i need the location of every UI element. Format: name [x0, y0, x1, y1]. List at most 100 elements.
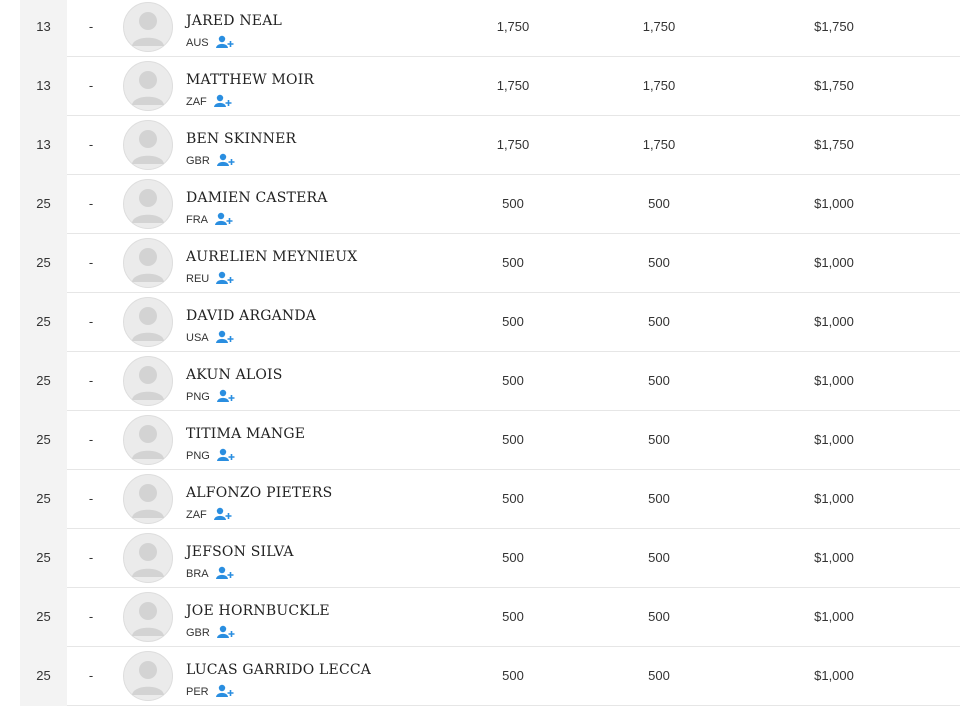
rank-change: - [88, 373, 94, 388]
points-2: 500 [648, 314, 670, 329]
prize: $1,000 [814, 668, 854, 683]
points-2: 500 [648, 668, 670, 683]
country: USA [186, 332, 209, 344]
avatar [123, 356, 173, 406]
points-2: 500 [648, 550, 670, 565]
country: REU [186, 273, 210, 285]
rank: 25 [36, 196, 51, 211]
table-row: 25 - DAVID ARGANDA USA 500 500 $1,000 [20, 293, 960, 352]
prize: $1,000 [814, 609, 854, 624]
prize: $1,000 [814, 314, 854, 329]
rank-bg [20, 529, 67, 588]
surfer-name: AURELIEN MEYNIEUX [186, 249, 358, 265]
follow-button[interactable] [216, 566, 234, 580]
rank-bg [20, 0, 67, 57]
table-row: 25 - DAMIEN CASTERA FRA 500 500 $1,000 [20, 175, 960, 234]
points: 500 [502, 255, 524, 270]
points-2: 1,750 [642, 19, 676, 34]
surfer-name: DAVID ARGANDA [186, 308, 317, 324]
country: FRA [186, 214, 208, 226]
rank: 25 [36, 609, 51, 624]
surfer-name: MATTHEW MOIR [186, 72, 315, 88]
rank-bg [20, 588, 67, 647]
rank-change: - [88, 255, 94, 270]
rank: 25 [36, 314, 51, 329]
rank-change: - [88, 609, 94, 624]
table-row: 25 - JOE HORNBUCKLE GBR 500 500 $1,000 [20, 588, 960, 647]
follow-button[interactable] [216, 271, 234, 285]
table-row: 13 - MATTHEW MOIR ZAF 1,750 1,750 $1,750 [20, 57, 960, 116]
table-row: 25 - AKUN ALOIS PNG 500 500 $1,000 [20, 352, 960, 411]
points: 500 [502, 550, 524, 565]
surfer-name: ALFONZO PIETERS [186, 485, 333, 501]
prize: $1,000 [814, 373, 854, 388]
country: AUS [186, 37, 209, 49]
follow-button[interactable] [214, 94, 232, 108]
points-2: 1,750 [642, 137, 676, 152]
rank-bg [20, 293, 67, 352]
rank: 25 [36, 668, 51, 683]
points: 500 [502, 314, 524, 329]
rank-change: - [88, 196, 94, 211]
rank-change: - [88, 491, 94, 506]
rank: 25 [36, 491, 51, 506]
avatar [123, 592, 173, 642]
prize: $1,000 [814, 196, 854, 211]
table-row: 13 - JARED NEAL AUS 1,750 1,750 $1,750 [20, 0, 960, 57]
follow-button[interactable] [214, 507, 232, 521]
follow-button[interactable] [217, 153, 235, 167]
rank-change: - [88, 550, 94, 565]
points: 1,750 [496, 78, 530, 93]
points: 500 [502, 196, 524, 211]
follow-button[interactable] [216, 35, 234, 49]
country: GBR [186, 155, 210, 167]
avatar [123, 297, 173, 347]
rank-bg [20, 234, 67, 293]
points-2: 500 [648, 609, 670, 624]
points: 500 [502, 609, 524, 624]
rank: 13 [36, 78, 51, 93]
table-row: 25 - AURELIEN MEYNIEUX REU 500 500 $1,000 [20, 234, 960, 293]
follow-button[interactable] [217, 625, 235, 639]
avatar [123, 238, 173, 288]
rank-bg [20, 470, 67, 529]
follow-button[interactable] [216, 684, 234, 698]
points: 500 [502, 491, 524, 506]
follow-button[interactable] [217, 448, 235, 462]
country: ZAF [186, 509, 207, 521]
avatar [123, 120, 173, 170]
rank-bg [20, 175, 67, 234]
rank-bg [20, 411, 67, 470]
points: 500 [502, 373, 524, 388]
rank: 25 [36, 373, 51, 388]
surfer-name: JARED NEAL [186, 13, 283, 29]
rank: 13 [36, 19, 51, 34]
table-row: 25 - LUCAS GARRIDO LECCA PER 500 500 $1,000 [20, 647, 960, 706]
country: ZAF [186, 96, 207, 108]
follow-button[interactable] [215, 212, 233, 226]
table-row: 13 - BEN SKINNER GBR 1,750 1,750 $1,750 [20, 116, 960, 175]
country: GBR [186, 627, 210, 639]
points: 500 [502, 432, 524, 447]
follow-button[interactable] [217, 389, 235, 403]
rank-change: - [88, 314, 94, 329]
rank-bg [20, 116, 67, 175]
prize: $1,000 [814, 550, 854, 565]
points-2: 500 [648, 491, 670, 506]
rank-bg [20, 647, 67, 706]
table-row: 25 - ALFONZO PIETERS ZAF 500 500 $1,000 [20, 470, 960, 529]
country: PNG [186, 450, 210, 462]
rank-change: - [88, 668, 94, 683]
points-2: 1,750 [642, 78, 676, 93]
surfer-name: TITIMA MANGE [186, 426, 306, 442]
follow-button[interactable] [216, 330, 234, 344]
points: 1,750 [496, 137, 530, 152]
surfer-name: JOE HORNBUCKLE [186, 603, 330, 619]
prize: $1,750 [814, 78, 854, 93]
avatar [123, 474, 173, 524]
surfer-name: JEFSON SILVA [186, 544, 294, 560]
rank-change: - [88, 78, 94, 93]
rank-change: - [88, 137, 94, 152]
table-row: 25 - TITIMA MANGE PNG 500 500 $1,000 [20, 411, 960, 470]
